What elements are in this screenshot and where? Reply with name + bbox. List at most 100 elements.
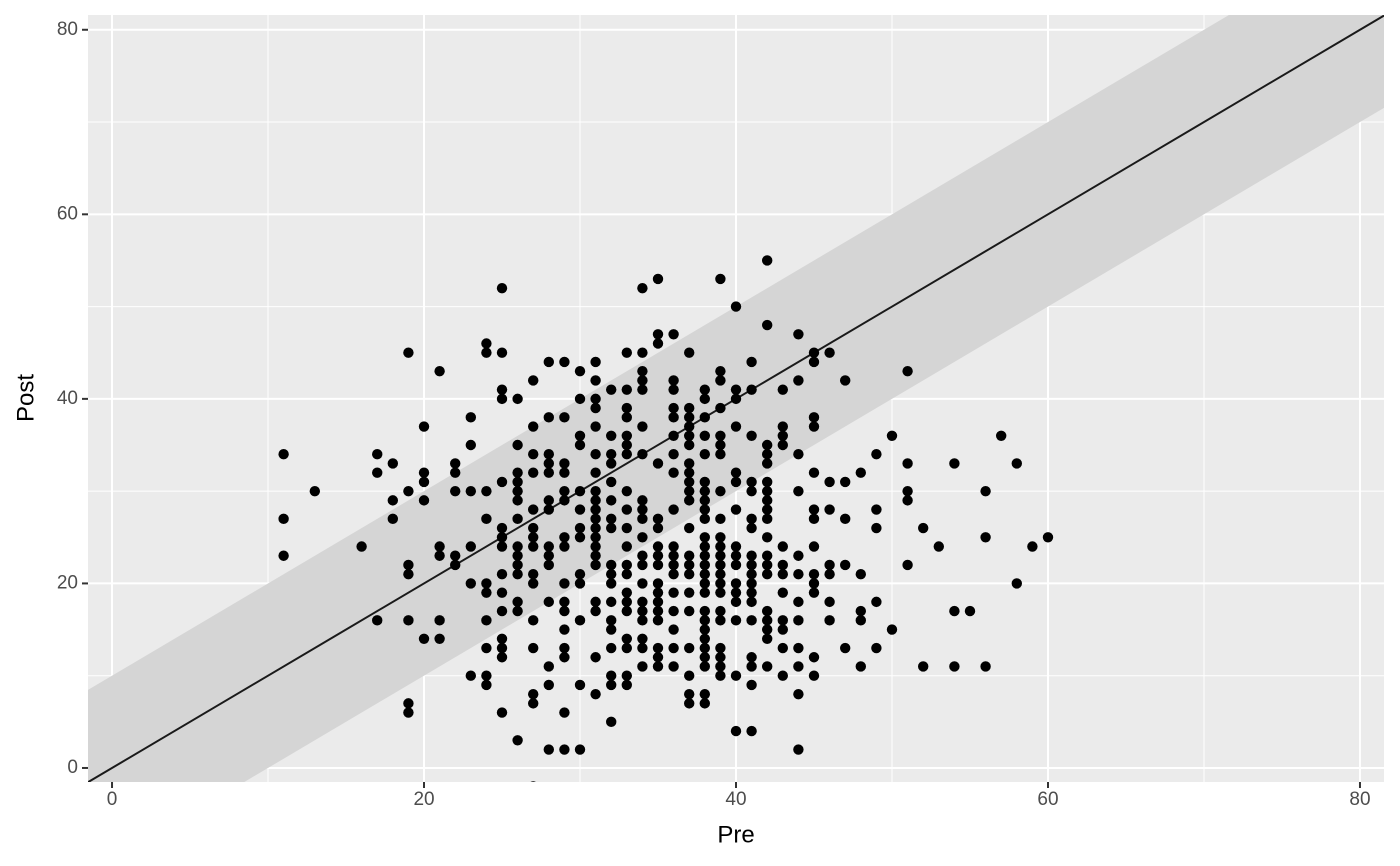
point: [512, 605, 523, 617]
point: [387, 495, 399, 506]
point: [761, 532, 773, 543]
point: [450, 458, 461, 469]
point: [403, 347, 414, 358]
point: [730, 393, 742, 405]
point: [652, 522, 664, 534]
point: [715, 670, 726, 681]
point: [715, 375, 726, 386]
point: [777, 568, 788, 580]
point: [699, 633, 711, 644]
point: [652, 578, 664, 589]
point: [652, 559, 664, 571]
point: [699, 587, 711, 598]
point: [559, 356, 570, 368]
point: [528, 504, 539, 515]
point: [684, 402, 695, 414]
point: [715, 365, 726, 377]
point: [761, 605, 773, 617]
point: [543, 550, 555, 561]
point: [450, 485, 461, 497]
point: [559, 458, 570, 469]
point: [543, 744, 555, 755]
point: [793, 329, 804, 340]
point: [839, 559, 851, 571]
point: [434, 615, 445, 626]
point: [637, 559, 648, 571]
point: [621, 605, 633, 617]
point: [902, 458, 913, 469]
point: [808, 652, 820, 663]
point: [637, 550, 648, 561]
point: [637, 661, 648, 672]
point: [559, 652, 570, 663]
point: [652, 458, 664, 469]
point: [699, 384, 711, 395]
point: [715, 449, 726, 460]
point: [699, 652, 711, 663]
point: [278, 513, 289, 525]
point: [652, 550, 664, 561]
point: [465, 485, 477, 497]
point: [590, 356, 601, 368]
point: [590, 541, 601, 552]
point: [886, 430, 898, 441]
point: [1042, 532, 1054, 543]
point: [606, 384, 617, 395]
point: [699, 568, 711, 580]
point: [715, 430, 726, 441]
point: [746, 725, 757, 737]
point: [684, 467, 695, 478]
point: [590, 596, 601, 608]
point: [621, 449, 633, 460]
point: [824, 568, 835, 580]
point: [418, 476, 430, 488]
point: [621, 412, 633, 423]
point: [761, 495, 773, 506]
point: [512, 495, 523, 506]
point: [496, 587, 508, 598]
point: [543, 495, 555, 506]
point: [574, 578, 586, 589]
point: [668, 541, 679, 552]
point: [574, 568, 586, 580]
point: [621, 541, 633, 552]
point: [793, 568, 804, 580]
point: [590, 652, 601, 663]
point: [684, 698, 695, 709]
point: [746, 550, 757, 561]
point: [528, 421, 539, 432]
point: [590, 402, 601, 414]
point: [652, 661, 664, 672]
point: [824, 615, 835, 626]
point: [902, 365, 913, 377]
point: [403, 698, 414, 709]
point: [824, 596, 835, 608]
point: [590, 449, 601, 460]
x-tick-label: 40: [725, 789, 746, 810]
point: [808, 347, 820, 358]
point: [793, 449, 804, 460]
point: [808, 412, 820, 423]
point: [699, 624, 711, 635]
point: [512, 568, 523, 580]
point: [715, 661, 726, 672]
point: [637, 596, 648, 608]
point: [590, 688, 601, 700]
point: [481, 670, 492, 681]
point: [621, 485, 633, 497]
point: [668, 605, 679, 617]
point: [855, 467, 866, 478]
point: [715, 550, 726, 561]
point: [715, 642, 726, 654]
point: [668, 504, 679, 515]
point: [684, 430, 695, 441]
point: [746, 522, 757, 534]
point: [652, 642, 664, 654]
point: [699, 661, 711, 672]
point: [684, 495, 695, 506]
point: [730, 559, 742, 571]
point: [730, 578, 742, 589]
point: [403, 615, 414, 626]
point: [917, 661, 929, 672]
